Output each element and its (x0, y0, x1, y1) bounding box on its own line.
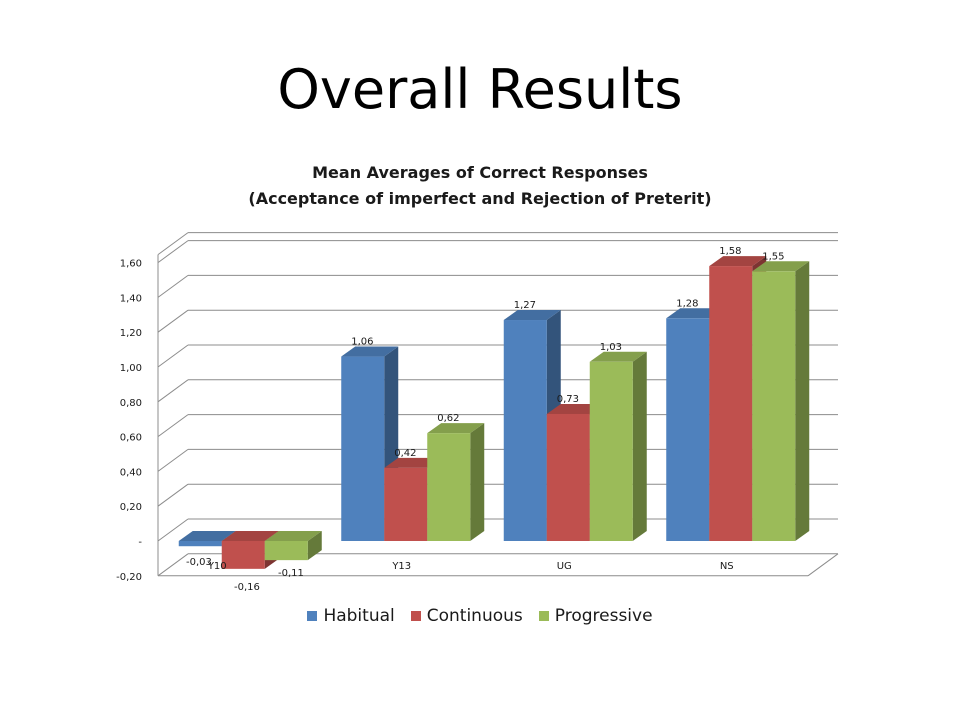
legend-item-continuous: Continuous (410, 606, 523, 626)
gridline-diag (157, 414, 189, 438)
bar-top (341, 346, 399, 357)
data-label: 1,55 (762, 251, 784, 262)
legend-label-habitual: Habitual (323, 606, 395, 626)
gridline-diag (157, 518, 189, 542)
bar-side (795, 261, 810, 541)
bar (384, 467, 428, 541)
bar-side (632, 351, 647, 541)
y-tick-label: 0,80 (120, 398, 142, 409)
bar-top (752, 261, 810, 272)
x-tick-label: Y10 (207, 561, 227, 572)
y-tick-label: 0,20 (120, 502, 142, 513)
gridline-diag (157, 232, 189, 256)
data-label: 1,58 (719, 246, 741, 257)
x-tick-label: Y13 (391, 561, 411, 572)
data-label: 1,06 (351, 337, 373, 348)
y-tick-label: 1,20 (120, 328, 142, 339)
bar-top (546, 403, 604, 414)
data-label: 0,62 (437, 413, 459, 424)
bar-top (666, 308, 724, 319)
y-tick-label: 0,60 (120, 433, 142, 444)
chart-title: Mean Averages of Correct Responses (Acce… (0, 160, 960, 212)
data-label: 1,28 (676, 298, 698, 309)
data-label: 1,03 (600, 342, 622, 353)
gridline-diag (157, 483, 189, 507)
x-tick-label: UG (557, 561, 572, 572)
gridline-diag (157, 448, 189, 472)
legend-label-progressive: Progressive (554, 606, 653, 626)
bar-top (384, 457, 442, 468)
bar-top (221, 531, 279, 541)
data-label: -0,16 (234, 582, 260, 593)
bar (546, 413, 590, 541)
bar (264, 541, 308, 561)
data-label: -0,03 (186, 557, 212, 568)
gridline-diag (157, 553, 189, 577)
bar-side (307, 531, 322, 561)
bar (178, 541, 222, 547)
floor-edge (807, 553, 839, 577)
slide-title: Overall Results (277, 58, 683, 121)
data-label: -0,11 (278, 568, 304, 579)
legend-item-progressive: Progressive (538, 606, 653, 626)
chart-title-line-2: (Acceptance of imperfect and Rejection o… (248, 189, 712, 208)
data-label: 0,42 (394, 448, 416, 459)
gridline-diag (157, 344, 189, 368)
gridline-diag (157, 274, 189, 298)
data-label: 1,27 (514, 300, 536, 311)
bar (589, 361, 633, 541)
bar-top (709, 256, 767, 267)
y-tick-label: 1,40 (120, 293, 142, 304)
bar-top (264, 531, 322, 541)
bar-side (470, 423, 485, 541)
bar-top (589, 351, 647, 362)
bar (752, 271, 796, 541)
bar (221, 541, 265, 569)
bar (666, 318, 710, 541)
legend-swatch-continuous (410, 611, 421, 621)
x-tick-label: NS (720, 561, 734, 572)
data-label: 0,73 (557, 394, 579, 405)
legend-swatch-progressive (538, 611, 549, 621)
bar (709, 266, 753, 541)
chart-legend: Habitual Continuous Progressive (0, 606, 960, 626)
gridline-diag (157, 309, 189, 333)
y-tick-label: -0,20 (116, 572, 142, 583)
bar-top (178, 531, 236, 541)
bar-top (503, 310, 561, 321)
legend-swatch-habitual (307, 611, 318, 621)
bar (427, 433, 471, 541)
legend-item-habitual: Habitual (307, 606, 395, 626)
y-tick-label: 1,00 (120, 363, 142, 374)
bar (341, 356, 385, 541)
y-tick-label: - (138, 537, 142, 548)
legend-label-continuous: Continuous (426, 606, 523, 626)
gridline-diag (157, 379, 189, 403)
chart-title-line-1: Mean Averages of Correct Responses (312, 163, 648, 182)
y-tick-label: 1,60 (120, 259, 142, 270)
bar (503, 320, 547, 541)
y-tick-label: 0,40 (120, 467, 142, 478)
gridline-diag (157, 240, 189, 264)
bar-top (427, 423, 485, 434)
